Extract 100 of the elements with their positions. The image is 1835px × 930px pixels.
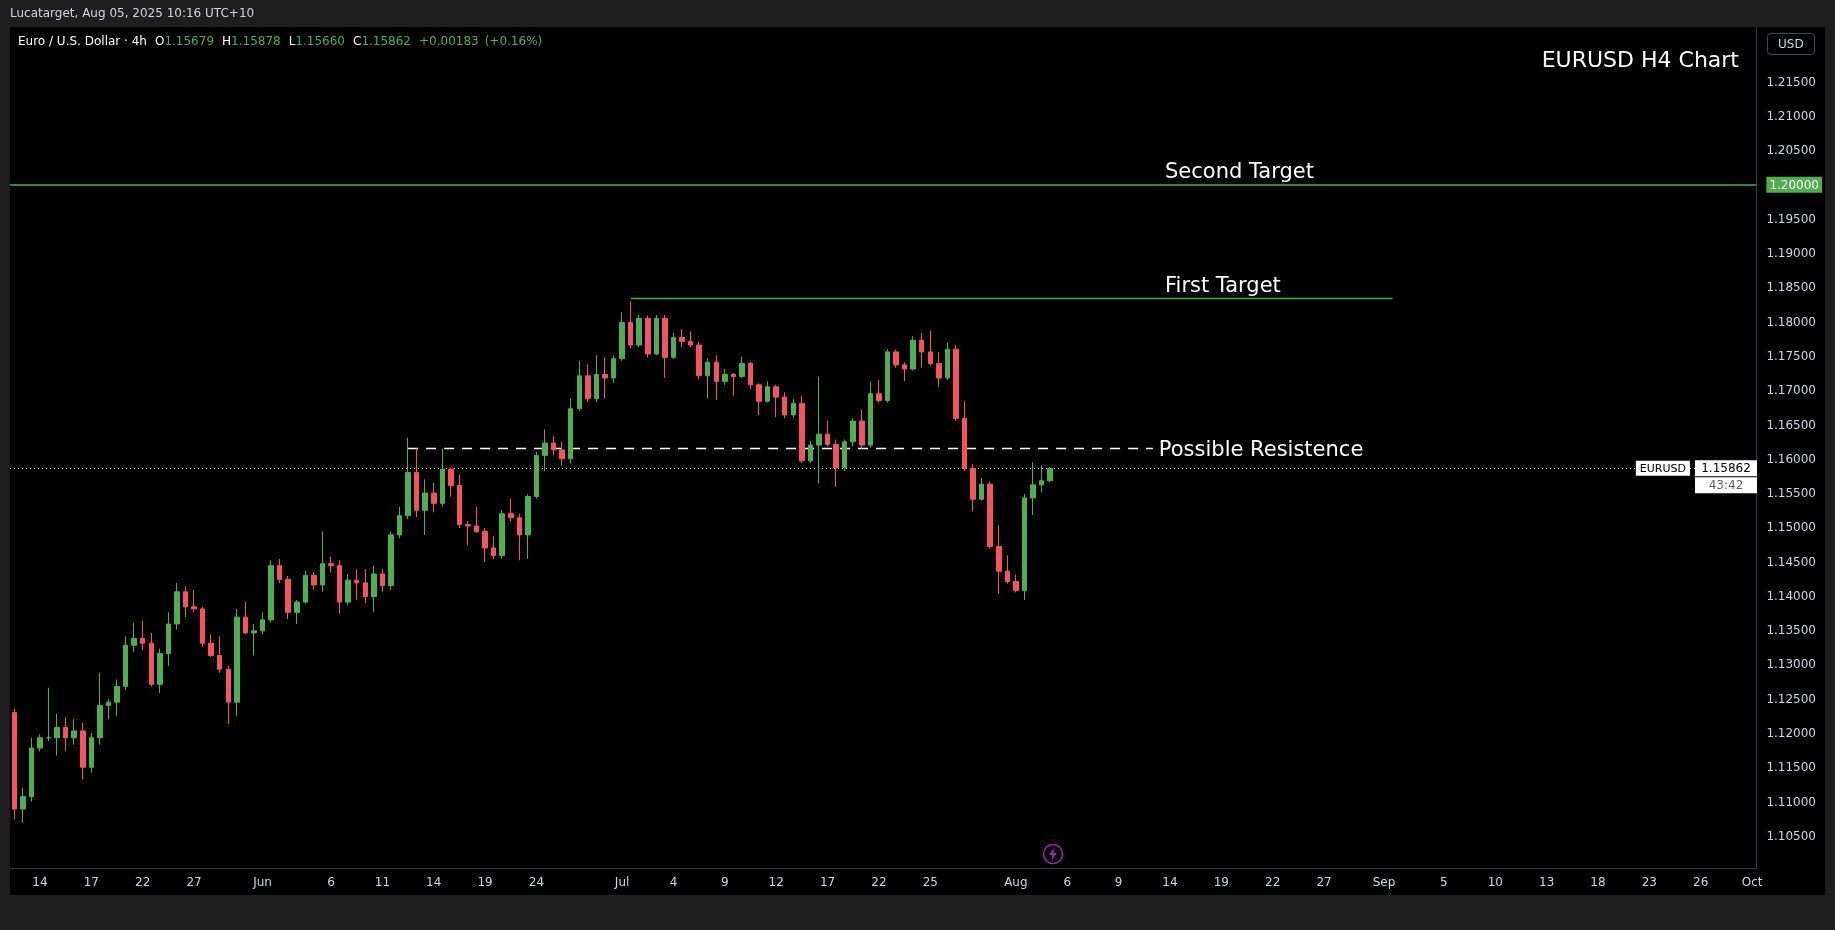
x-tick-label: 17 (83, 875, 99, 889)
candlestick (979, 477, 984, 502)
candlestick (277, 558, 282, 584)
text: EURUSD H4 Chart (1541, 46, 1740, 72)
ref-line-label: EURUSD (1639, 461, 1686, 475)
candlestick (337, 559, 342, 615)
candlestick (748, 361, 753, 390)
candlestick (397, 506, 402, 539)
candlestick (12, 708, 17, 820)
candlestick (63, 716, 68, 752)
candlestick (371, 565, 377, 613)
candlestick (602, 356, 608, 399)
candlestick (1030, 461, 1036, 516)
candlestick (89, 732, 94, 774)
candlestick (448, 467, 454, 498)
x-tick-label: 23 (1641, 875, 1658, 889)
x-tick-label: 22 (871, 875, 887, 889)
candlestick (243, 601, 248, 635)
x-tick-label: 14 (1162, 875, 1178, 889)
candlestick (816, 376, 822, 484)
candlestick (928, 330, 933, 367)
x-tick-label: Sep (1372, 875, 1396, 889)
candlestick (354, 568, 359, 601)
candlestick (585, 363, 591, 403)
annotation: 43:42 (1708, 478, 1744, 493)
x-tick-label: 14 (32, 875, 48, 889)
candlestick (893, 349, 899, 369)
y-tick-label: 1.14500 (1766, 554, 1816, 569)
candlestick (945, 342, 950, 381)
candlestick (285, 575, 291, 620)
x-tick-label: Oct (1741, 875, 1763, 889)
candlestick (457, 474, 462, 529)
x-tick-label: 13 (1539, 875, 1555, 889)
candlestick (140, 620, 145, 651)
candlestick (149, 632, 154, 687)
x-tick-label: 25 (922, 875, 938, 889)
y-tick-label: 1.18000 (1766, 314, 1816, 329)
y-tick-label: 1.20500 (1766, 143, 1816, 158)
x-tick-label: 5 (1440, 875, 1448, 889)
candlestick (628, 300, 633, 349)
candlestick (1005, 554, 1010, 585)
candlestick (696, 341, 702, 380)
candlestick (688, 330, 693, 348)
candlestick (910, 335, 916, 371)
ref-line-label: Second Target (1165, 159, 1314, 184)
candlestick (1047, 466, 1053, 483)
x-tick-label: 6 (327, 875, 335, 889)
candlestick (791, 398, 796, 419)
candlestick (465, 520, 471, 546)
candlestick (123, 635, 128, 691)
candlestick (363, 568, 368, 604)
candlestick (731, 372, 736, 397)
candlestick (782, 391, 787, 419)
x-tick-label: 27 (1316, 875, 1332, 889)
y-tick-label: 1.19500 (1766, 211, 1816, 226)
x-tick-label: 4 (669, 875, 678, 889)
candlestick (380, 568, 385, 593)
candlestick (328, 556, 334, 574)
candlestick (234, 608, 240, 717)
y-tick-label: 1.16500 (1766, 417, 1816, 432)
candlestick (131, 622, 137, 653)
candlestick (619, 311, 625, 362)
x-tick-label: Jul (613, 875, 630, 889)
y-tick-label: 1.12000 (1766, 725, 1816, 740)
y-tick-label: 1.10500 (1766, 828, 1816, 843)
candlestick (217, 635, 222, 674)
candlestick (551, 435, 556, 456)
candlestick (97, 672, 103, 746)
annotation: 1.15862 (1701, 461, 1751, 476)
y-tick-label: 1.19000 (1766, 246, 1816, 261)
candlestick (876, 379, 882, 404)
text: O1.15679 H1.15878 L1.15660 C1.15862 +0.00183 (+0.16%) (154, 34, 543, 48)
y-tick-label: 1.11500 (1766, 760, 1816, 775)
x-tick-label: 9 (721, 875, 729, 889)
x-tick-label: Aug (1004, 875, 1028, 889)
candlestick (559, 441, 565, 467)
candlestick (611, 354, 616, 384)
x-tick-label: 12 (768, 875, 784, 889)
x-tick-label: 18 (1590, 875, 1606, 889)
candlestick (294, 599, 300, 625)
candlestick (414, 448, 419, 518)
candlestick (166, 611, 171, 667)
x-tick-label: 27 (186, 875, 202, 889)
candlestick (431, 482, 437, 513)
candlestick (859, 408, 865, 450)
candlestick (534, 451, 539, 500)
x-tick-label: 9 (1114, 875, 1123, 889)
candlestick (662, 314, 668, 379)
candlestick (200, 606, 205, 648)
y-tick-label: 1.20000 (1769, 177, 1819, 192)
candlestick (1022, 493, 1027, 601)
candlestick (808, 440, 813, 464)
candlestick (183, 585, 188, 618)
y-tick-label: 1.11000 (1766, 794, 1816, 809)
candlestick (251, 623, 257, 657)
candlestick (577, 360, 582, 412)
x-tick-label: 22 (135, 875, 151, 889)
candlestick (320, 530, 325, 593)
x-tick-label: 11 (374, 875, 391, 889)
candlestick (594, 354, 599, 403)
